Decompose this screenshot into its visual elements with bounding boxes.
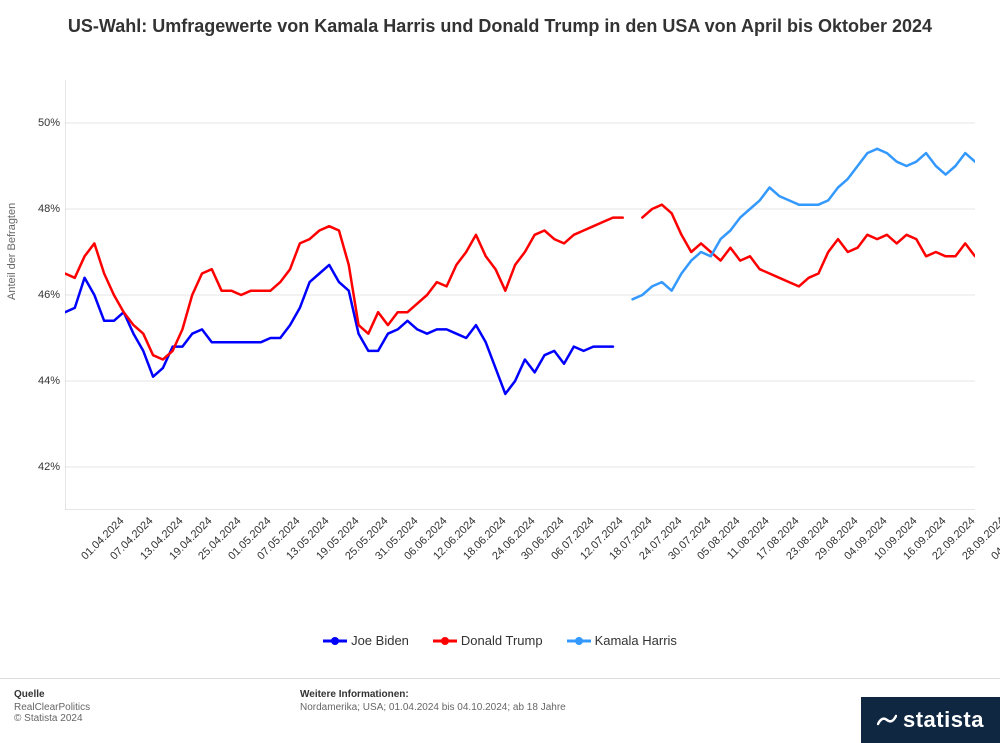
ytick-label: 44% — [25, 375, 60, 387]
footer: Quelle RealClearPolitics © Statista 2024… — [0, 678, 1000, 743]
ytick-label: 46% — [25, 289, 60, 301]
source-line: RealClearPolitics — [14, 702, 90, 713]
legend-label: Joe Biden — [351, 633, 409, 648]
ytick-label: 50% — [25, 117, 60, 129]
legend-label: Kamala Harris — [595, 633, 677, 648]
ytick-label: 48% — [25, 203, 60, 215]
statista-logo: statista — [861, 697, 1000, 743]
statista-logo-text: statista — [903, 707, 984, 733]
legend-label: Donald Trump — [461, 633, 543, 648]
legend: Joe Biden Donald Trump Kamala Harris — [0, 632, 1000, 648]
legend-swatch — [567, 635, 591, 647]
ytick-label: 42% — [25, 461, 60, 473]
legend-swatch — [433, 635, 457, 647]
chart-title: US-Wahl: Umfragewerte von Kamala Harris … — [0, 14, 1000, 39]
source-heading: Quelle — [14, 689, 90, 700]
info-heading: Weitere Informationen: — [300, 689, 566, 700]
chart-svg — [65, 80, 975, 510]
statista-wave-icon — [877, 710, 897, 730]
x-axis: 01.04.202407.04.202413.04.202419.04.2024… — [65, 515, 975, 625]
chart-area: 42%44%46%48%50% — [65, 80, 975, 510]
legend-swatch — [323, 635, 347, 647]
info-line: Nordamerika; USA; 01.04.2024 bis 04.10.2… — [300, 702, 566, 713]
yaxis-title: Anteil der Befragten — [6, 203, 18, 300]
legend-item[interactable]: Joe Biden — [323, 632, 409, 648]
legend-item[interactable]: Donald Trump — [433, 632, 543, 648]
copyright-line: © Statista 2024 — [14, 713, 90, 724]
legend-item[interactable]: Kamala Harris — [567, 632, 677, 648]
